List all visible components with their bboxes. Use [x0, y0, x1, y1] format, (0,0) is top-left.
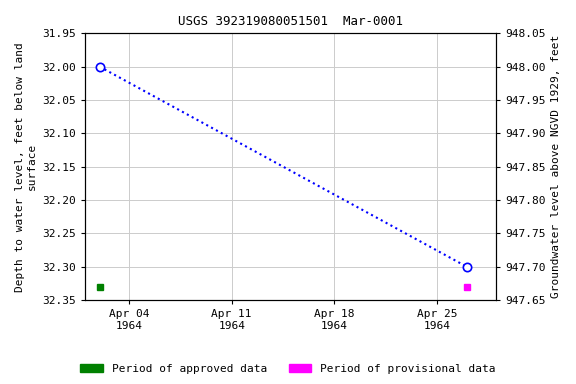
- Y-axis label: Groundwater level above NGVD 1929, feet: Groundwater level above NGVD 1929, feet: [551, 35, 561, 298]
- Y-axis label: Depth to water level, feet below land
surface: Depth to water level, feet below land su…: [15, 42, 37, 291]
- Title: USGS 392319080051501  Mar-0001: USGS 392319080051501 Mar-0001: [178, 15, 403, 28]
- Legend: Period of approved data, Period of provisional data: Period of approved data, Period of provi…: [76, 359, 500, 379]
